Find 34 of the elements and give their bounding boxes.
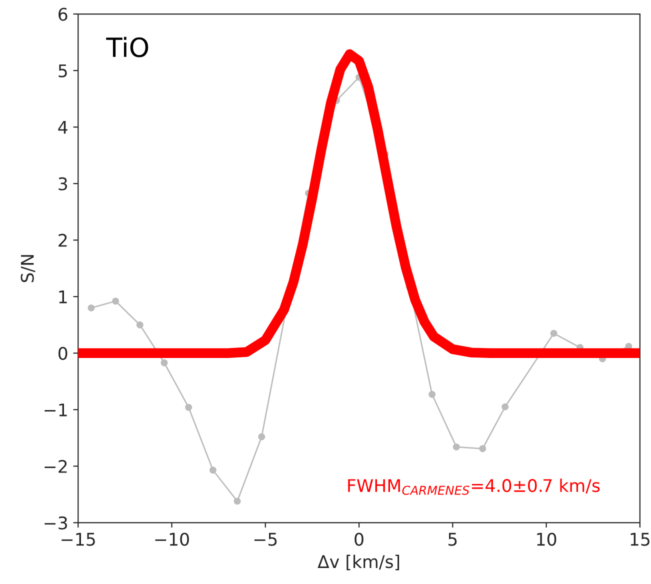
point [234, 498, 241, 505]
y-tick-label: 1 [59, 290, 67, 304]
point [550, 330, 558, 337]
y-tick-label: −2 [44, 460, 67, 473]
x-tick-label: −10 [155, 532, 189, 546]
y-axis-title: S/N [20, 255, 36, 282]
annotation: FWHM$_{CARMENES}$=4.0±0.7 km/s [348, 478, 600, 495]
y-tick-label: 4 [58, 120, 68, 134]
y-tick-label: 3 [58, 177, 68, 190]
y-tick-label: −3 [44, 516, 68, 530]
y-tick-label: 6 [58, 8, 68, 21]
y-tick-label: −1 [44, 404, 67, 416]
point [428, 390, 436, 398]
x-tick-label: −15 [62, 532, 95, 546]
x-tick-label: 15 [630, 532, 650, 546]
x-axis-title: Δv [km/s] [318, 554, 400, 570]
point [136, 321, 144, 328]
point [209, 466, 216, 474]
y-tick-label: 2 [58, 234, 67, 247]
annotation: TiO [106, 36, 148, 58]
point [112, 298, 120, 305]
point [160, 359, 168, 366]
point [185, 404, 192, 411]
x-tick-label: −5 [254, 532, 277, 546]
y-tick-label: 5 [58, 64, 67, 78]
x-tick-label: 5 [448, 532, 457, 546]
point [88, 304, 95, 312]
point [258, 433, 266, 440]
y-tick-label: 0 [58, 346, 68, 360]
point [452, 443, 460, 450]
x-tick-label: 0 [354, 532, 364, 546]
x-tick-label: 10 [537, 532, 556, 546]
point [502, 403, 509, 410]
point [479, 445, 486, 452]
